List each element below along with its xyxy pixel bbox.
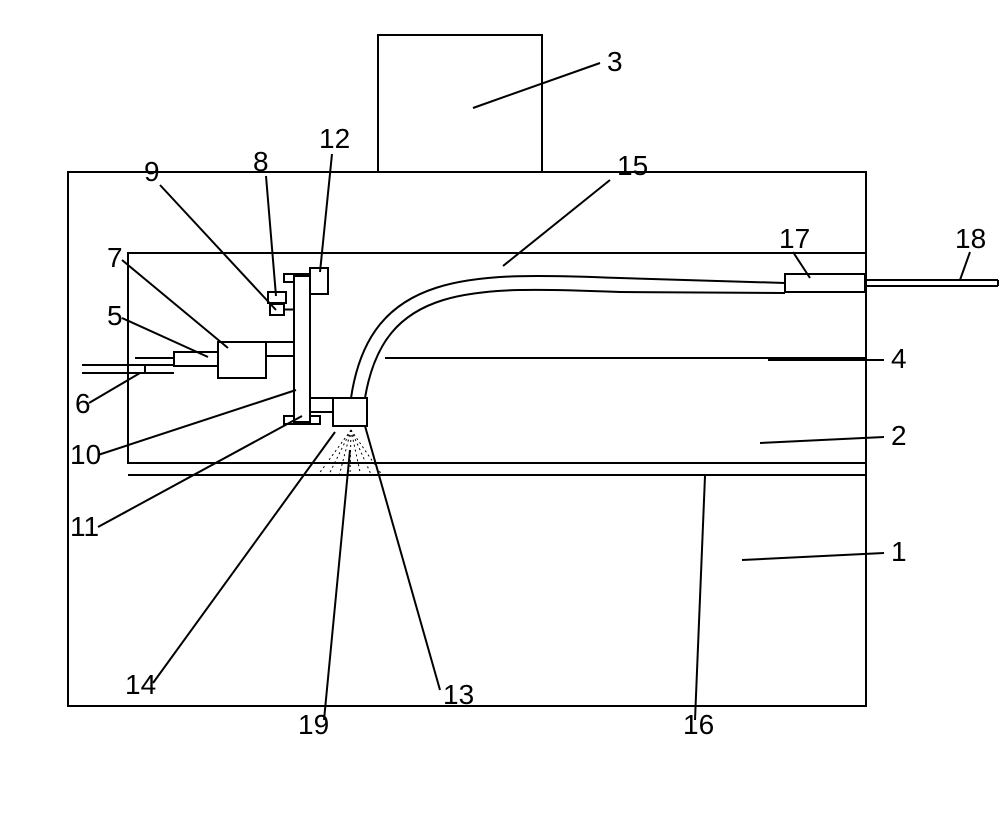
callout-label-11: 11 xyxy=(70,511,99,542)
callout-label-18: 18 xyxy=(955,223,986,254)
callout-label-9: 9 xyxy=(144,156,160,187)
technical-diagram: 31215987517186421011114191316 xyxy=(0,0,1000,814)
callout-label-17: 17 xyxy=(779,223,810,254)
callout-label-2: 2 xyxy=(891,420,907,451)
callout-label-12: 12 xyxy=(319,123,350,154)
callout-label-7: 7 xyxy=(107,242,123,273)
shapes-layer xyxy=(68,35,998,706)
callout-label-5: 5 xyxy=(107,300,123,331)
callout-label-13: 13 xyxy=(443,679,474,710)
callout-label-8: 8 xyxy=(253,146,269,177)
callout-label-16: 16 xyxy=(683,709,714,740)
callout-label-14: 14 xyxy=(125,669,156,700)
callout-label-6: 6 xyxy=(75,388,91,419)
callout-label-1: 1 xyxy=(891,536,907,567)
callout-label-19: 19 xyxy=(298,709,329,740)
callout-label-3: 3 xyxy=(607,46,623,77)
callout-label-10: 10 xyxy=(70,439,101,470)
callout-label-4: 4 xyxy=(891,343,907,374)
callout-label-15: 15 xyxy=(617,150,648,181)
